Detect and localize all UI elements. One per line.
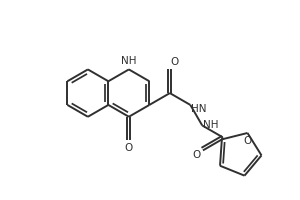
Text: NH: NH xyxy=(203,120,219,130)
Text: O: O xyxy=(125,143,133,153)
Text: NH: NH xyxy=(121,56,136,66)
Text: O: O xyxy=(243,136,252,146)
Text: O: O xyxy=(192,150,200,160)
Text: O: O xyxy=(171,57,179,67)
Text: HN: HN xyxy=(191,104,207,114)
